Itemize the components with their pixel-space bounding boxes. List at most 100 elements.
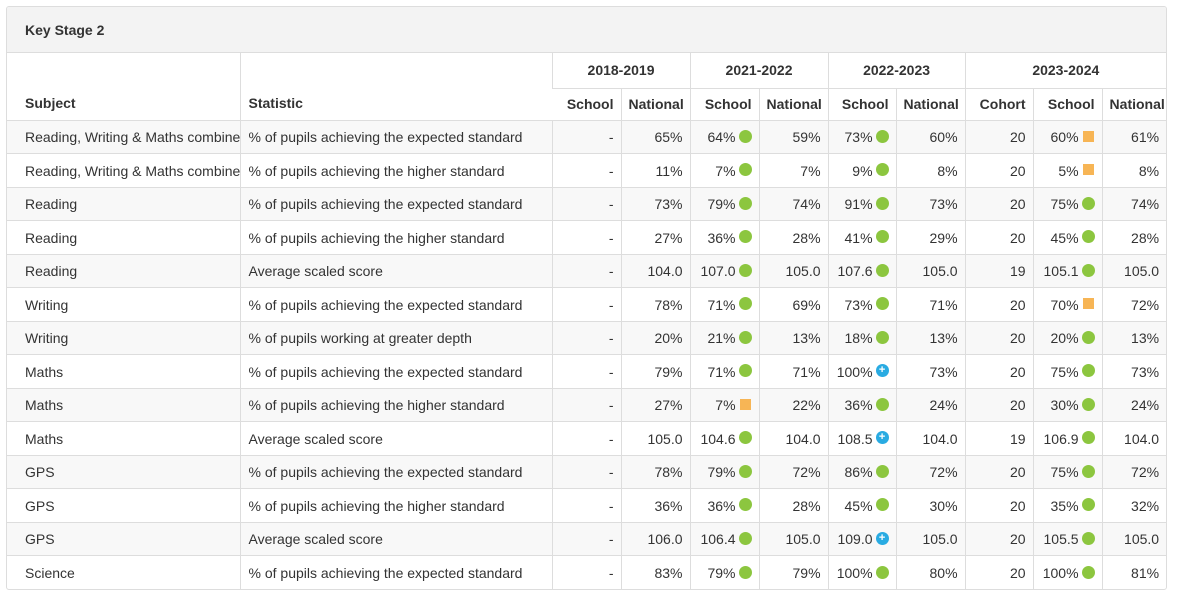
cell-subject: Maths <box>7 387 240 422</box>
cell-value: 100% <box>836 363 873 380</box>
cell-value: - <box>608 263 614 280</box>
cell-value: 105.0 <box>1124 531 1160 548</box>
cell-n2022: 59% <box>758 119 829 154</box>
cell-value: % of pupils achieving the expected stand… <box>248 363 523 380</box>
cell-value: 7% <box>800 162 821 179</box>
cell-value: 20 <box>1009 363 1026 380</box>
cell-s2022: 7% <box>689 153 760 187</box>
cell-s2019: - <box>551 421 621 455</box>
cell-value: 105.0 <box>785 263 821 280</box>
cell-n2019: 65% <box>620 119 691 154</box>
cell-value: 104.0 <box>785 430 821 447</box>
cell-n2024: 105.0 <box>1101 253 1166 288</box>
cell-value: 105.0 <box>647 430 683 447</box>
cell-n2024: 74% <box>1101 186 1166 221</box>
cell-subject: Reading <box>7 253 240 288</box>
cell-statistic: Average scaled score <box>239 253 552 288</box>
cell-value: 100% <box>1042 565 1079 582</box>
cell-statistic: % of pupils achieving the expected stand… <box>239 186 552 221</box>
cell-value: Reading, Writing & Maths combined <box>25 129 240 146</box>
cell-s2024: 105.1 <box>1032 253 1103 288</box>
cell-value: - <box>608 296 614 313</box>
cell-cohort: 19 <box>964 421 1034 455</box>
cell-s2024: 100% <box>1032 555 1103 589</box>
cell-value: 13% <box>792 330 821 347</box>
table-row: Writing % of pupils working at greater de… <box>7 320 1166 355</box>
cell-value: 107.0 <box>700 263 736 280</box>
cell-s2019: - <box>551 253 621 288</box>
cell-value: 72% <box>1131 296 1160 313</box>
green-circle-icon <box>738 330 752 344</box>
green-circle-icon <box>875 129 889 143</box>
cell-value: Average scaled score <box>248 263 383 280</box>
cell-s2023: 41% <box>827 220 897 254</box>
cell-n2023: 104.0 <box>895 421 966 455</box>
cell-value: 83% <box>654 565 683 582</box>
cell-value: 106.0 <box>647 531 683 548</box>
cell-value: Reading <box>25 196 78 213</box>
cell-statistic: % of pupils achieving the higher standar… <box>239 220 552 254</box>
cell-value: Reading, Writing & Maths combined <box>25 162 240 179</box>
cell-s2022: 7% <box>689 387 760 422</box>
cell-value: 18% <box>844 330 873 347</box>
green-circle-icon <box>875 163 889 177</box>
cell-n2022: 79% <box>758 555 829 589</box>
cell-s2019: - <box>551 387 621 422</box>
cell-value: 20 <box>1009 296 1026 313</box>
cell-value: 74% <box>1131 196 1160 213</box>
cell-value: 75% <box>1050 464 1079 481</box>
green-circle-icon <box>738 230 752 244</box>
cell-n2022: 28% <box>758 220 829 254</box>
cell-value: 5% <box>1058 162 1079 179</box>
cell-value: 20 <box>1009 531 1026 548</box>
blue-plus-circle-icon: + <box>875 531 889 545</box>
cell-subject: GPS <box>7 488 240 522</box>
cell-value: % of pupils achieving the expected stand… <box>248 296 523 313</box>
cell-cohort: 20 <box>964 220 1034 254</box>
cell-value: 8% <box>1138 162 1160 179</box>
green-circle-icon <box>1081 263 1095 277</box>
cell-subject: Reading, Writing & Maths combined <box>7 119 240 154</box>
green-circle-icon <box>738 129 752 143</box>
green-circle-icon <box>1081 196 1095 210</box>
cell-value: 71% <box>707 296 736 313</box>
cell-value: 73% <box>929 363 958 380</box>
cell-value: Writing <box>25 330 69 347</box>
year-header-2021-2022: 2021-2022 <box>689 53 829 88</box>
cell-n2019: 79% <box>620 354 691 388</box>
cell-n2022: 74% <box>758 186 829 221</box>
cell-statistic: % of pupils achieving the expected stand… <box>239 555 552 589</box>
cell-value: % of pupils achieving the expected stand… <box>248 129 523 146</box>
cell-value: 20% <box>1050 330 1079 347</box>
cell-s2023: 100% + <box>827 354 897 388</box>
cell-value: % of pupils working at greater depth <box>248 330 472 347</box>
cell-value: 20% <box>654 330 683 347</box>
cell-subject: Maths <box>7 354 240 388</box>
cell-value: 30% <box>929 497 958 514</box>
cell-statistic: % of pupils achieving the expected stand… <box>239 119 552 154</box>
cell-n2023: 13% <box>895 320 966 355</box>
cell-cohort: 19 <box>964 253 1034 288</box>
cell-value: 45% <box>1050 229 1079 246</box>
cell-s2022: 107.0 <box>689 253 760 288</box>
cell-value: 20 <box>1009 196 1026 213</box>
cell-value: 20 <box>1009 565 1026 582</box>
cell-n2022: 22% <box>758 387 829 422</box>
cell-s2019: - <box>551 354 621 388</box>
cell-s2019: - <box>551 454 621 489</box>
panel-title: Key Stage 2 <box>7 7 1166 53</box>
cell-value: 71% <box>707 363 736 380</box>
blue-plus-circle-icon: + <box>875 364 889 378</box>
cell-value: 75% <box>1050 363 1079 380</box>
cell-value: 79% <box>707 464 736 481</box>
green-circle-icon <box>738 263 752 277</box>
cell-value: 20 <box>1009 497 1026 514</box>
cell-value: % of pupils achieving the expected stand… <box>248 464 523 481</box>
cell-s2023: 100% <box>827 555 897 589</box>
cell-s2023: 109.0 + <box>827 521 897 556</box>
cell-s2019: - <box>551 521 621 556</box>
table-row: GPS % of pupils achieving the expected st… <box>7 454 1166 489</box>
cell-subject: Writing <box>7 320 240 355</box>
cell-s2024: 75% <box>1032 454 1103 489</box>
green-circle-icon <box>1081 498 1095 512</box>
